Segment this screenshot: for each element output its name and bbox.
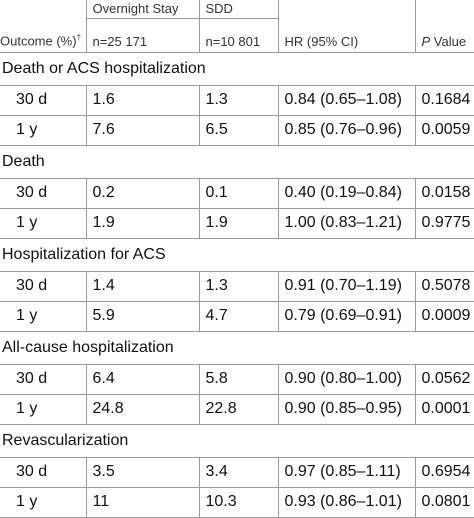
section-row: Death or ACS hospitalization [0, 51, 474, 86]
sdd-value: 1.9 [198, 208, 278, 239]
row-label: 30 d [0, 271, 86, 302]
header-blank-cell [414, 0, 474, 18]
section-row: Death [0, 144, 474, 179]
row-label: 30 d [0, 457, 86, 488]
row-label: 30 d [0, 178, 86, 209]
table-row: 1 y 7.6 6.5 0.85 (0.76–0.96) 0.0059 [0, 115, 474, 146]
p-value: 0.9775 [414, 208, 474, 239]
row-label: 1 y [0, 487, 86, 518]
hr-value: 0.79 (0.69–0.91) [277, 301, 415, 332]
p-value: 0.5078 [414, 271, 474, 302]
header-row-columns: Outcome (%)† n=25 171 n=10 801 HR (95% C… [0, 18, 474, 52]
p-value: 0.0059 [414, 115, 474, 146]
hr-value: 0.84 (0.65–1.08) [277, 85, 415, 116]
header-n-sdd: n=10 801 [198, 18, 278, 52]
header-sdd: SDD [198, 0, 278, 19]
p-value: 0.0158 [414, 178, 474, 209]
p-value: 0.0562 [414, 364, 474, 395]
header-outcome-label: Outcome (%) [0, 33, 77, 49]
row-label: 1 y [0, 208, 86, 239]
overnight-value: 6.4 [85, 364, 199, 395]
hr-value: 0.85 (0.76–0.96) [277, 115, 415, 146]
table-row: 30 d 1.6 1.3 0.84 (0.65–1.08) 0.1684 [0, 85, 474, 116]
overnight-value: 0.2 [85, 178, 199, 209]
header-overnight-stay: Overnight Stay [85, 0, 199, 19]
table-row: 1 y 5.9 4.7 0.79 (0.69–0.91) 0.0009 [0, 301, 474, 332]
header-outcome: Outcome (%)† [0, 18, 86, 52]
overnight-value: 1.6 [85, 85, 199, 116]
sdd-value: 3.4 [198, 457, 278, 488]
section-title: Death [0, 144, 474, 179]
sdd-value: 5.8 [198, 364, 278, 395]
hr-value: 0.91 (0.70–1.19) [277, 271, 415, 302]
table-row: 1 y 11 10.3 0.93 (0.86–1.01) 0.0801 [0, 487, 474, 518]
overnight-value: 3.5 [85, 457, 199, 488]
header-p-value: P Value [414, 18, 474, 52]
sdd-value: 22.8 [198, 394, 278, 425]
hr-value: 0.40 (0.19–0.84) [277, 178, 415, 209]
hr-value: 1.00 (0.83–1.21) [277, 208, 415, 239]
header-outcome-mark: † [76, 33, 82, 43]
table-row: 30 d 0.2 0.1 0.40 (0.19–0.84) 0.0158 [0, 178, 474, 209]
row-label: 1 y [0, 115, 86, 146]
sdd-value: 0.1 [198, 178, 278, 209]
p-value: 0.6954 [414, 457, 474, 488]
header-row-groups: Overnight Stay SDD [0, 0, 474, 19]
hr-value: 0.97 (0.85–1.11) [277, 457, 415, 488]
table-row: 1 y 1.9 1.9 1.00 (0.83–1.21) 0.9775 [0, 208, 474, 239]
table-row: 30 d 6.4 5.8 0.90 (0.80–1.00) 0.0562 [0, 364, 474, 395]
section-title: Revascularization [0, 423, 474, 458]
section-title: All-cause hospitalization [0, 330, 474, 365]
sdd-value: 4.7 [198, 301, 278, 332]
row-label: 1 y [0, 301, 86, 332]
p-value: 0.0009 [414, 301, 474, 332]
sdd-value: 1.3 [198, 85, 278, 116]
section-row: Hospitalization for ACS [0, 237, 474, 272]
section-title: Death or ACS hospitalization [0, 51, 474, 86]
overnight-value: 5.9 [85, 301, 199, 332]
p-value: 0.0801 [414, 487, 474, 518]
p-value: 0.1684 [414, 85, 474, 116]
header-n-overnight: n=25 171 [85, 18, 199, 52]
row-label: 30 d [0, 364, 86, 395]
row-label: 1 y [0, 394, 86, 425]
overnight-value: 1.4 [85, 271, 199, 302]
sdd-value: 1.3 [198, 271, 278, 302]
header-blank-cell [277, 0, 415, 18]
overnight-value: 1.9 [85, 208, 199, 239]
header-p-italic: P [421, 33, 431, 49]
header-hr: HR (95% CI) [277, 18, 415, 52]
overnight-value: 24.8 [85, 394, 199, 425]
hr-value: 0.90 (0.80–1.00) [277, 364, 415, 395]
p-value: 0.0001 [414, 394, 474, 425]
sdd-value: 6.5 [198, 115, 278, 146]
row-label: 30 d [0, 85, 86, 116]
table-row: 1 y 24.8 22.8 0.90 (0.85–0.95) 0.0001 [0, 394, 474, 425]
section-title: Hospitalization for ACS [0, 237, 474, 272]
header-blank-cell [0, 0, 86, 18]
overnight-value: 11 [85, 487, 199, 518]
overnight-value: 7.6 [85, 115, 199, 146]
sdd-value: 10.3 [198, 487, 278, 518]
header-p-rest: Value [430, 33, 467, 49]
hr-value: 0.90 (0.85–0.95) [277, 394, 415, 425]
table-row: 30 d 3.5 3.4 0.97 (0.85–1.11) 0.6954 [0, 457, 474, 488]
table-row: 30 d 1.4 1.3 0.91 (0.70–1.19) 0.5078 [0, 271, 474, 302]
section-row: Revascularization [0, 423, 474, 458]
section-row: All-cause hospitalization [0, 330, 474, 365]
hr-value: 0.93 (0.86–1.01) [277, 487, 415, 518]
